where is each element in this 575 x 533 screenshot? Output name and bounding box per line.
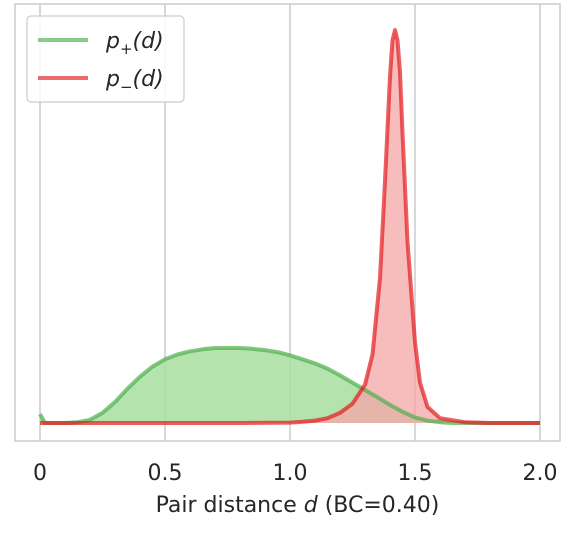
series-lines xyxy=(38,28,540,425)
x-tick-labels: 0 0.5 1.0 1.5 2.0 xyxy=(33,461,558,486)
series-area-p-plus xyxy=(40,348,540,423)
x-axis-label: Pair distance d (BC=0.40) xyxy=(156,493,440,518)
x-tick-label: 0.5 xyxy=(148,461,183,486)
x-axis-label-variable: d xyxy=(304,493,319,518)
series-areas xyxy=(40,30,540,423)
legend-entry-label: p−(d) xyxy=(105,67,164,96)
legend-entry-label: p+(d) xyxy=(105,29,164,58)
x-tick-label: 0 xyxy=(33,461,47,486)
x-tick-label: 1.0 xyxy=(273,461,308,486)
x-tick-label: 2.0 xyxy=(523,461,558,486)
series-line-p-plus xyxy=(38,346,540,425)
x-axis-label-prefix: Pair distance xyxy=(156,493,304,518)
x-axis-label-suffix: (BC=0.40) xyxy=(318,493,440,518)
x-tick-label: 1.5 xyxy=(398,461,433,486)
series-line-p-minus xyxy=(40,28,540,425)
plot-frame xyxy=(14,3,561,442)
legend-box xyxy=(26,15,185,103)
legend: p+(d) p−(d) xyxy=(26,15,185,103)
